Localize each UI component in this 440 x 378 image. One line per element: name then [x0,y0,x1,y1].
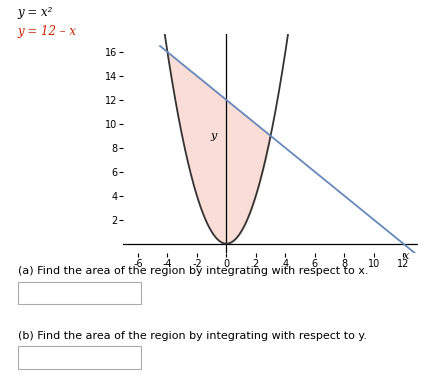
Text: y = 12 – x: y = 12 – x [18,25,77,37]
Text: y = x²: y = x² [18,6,53,19]
Text: (a) Find the area of the region by integrating with respect to x.: (a) Find the area of the region by integ… [18,266,368,276]
Text: y: y [210,131,216,141]
Text: (b) Find the area of the region by integrating with respect to y.: (b) Find the area of the region by integ… [18,331,367,341]
Text: x: x [403,251,409,261]
